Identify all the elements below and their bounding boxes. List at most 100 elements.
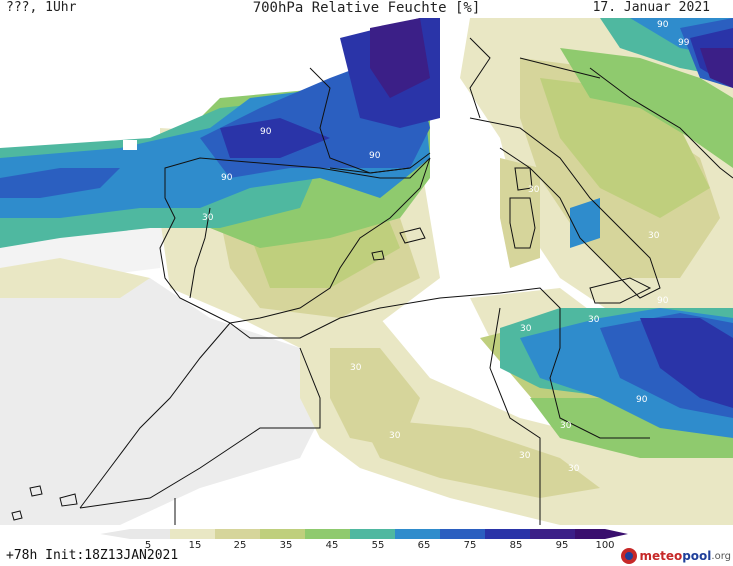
map-header: ???, 1Uhr 700hPa Relative Feuchte [%] 17… (0, 0, 733, 18)
contour-label: 30 (123, 140, 137, 151)
blue-tyrrhenian (570, 198, 600, 248)
scale-swatch (575, 529, 605, 539)
svg-text:30: 30 (528, 185, 540, 195)
svg-text:90: 90 (636, 395, 648, 405)
svg-text:99: 99 (678, 38, 690, 48)
purple-hungary (700, 48, 733, 88)
scale-label: 5 (144, 540, 152, 551)
purple-biscay (370, 18, 430, 98)
border-alps (469, 37, 491, 119)
border-morocco-algeria (79, 347, 321, 509)
contour-labels: 30 90 30 90 30 90 30 90 30 90 99 30 30 3… (123, 20, 690, 474)
contour-label: 30 (520, 324, 532, 334)
scale-swatch (305, 529, 350, 539)
scale-arrow-right (605, 529, 628, 539)
contour-label: 30 (389, 431, 401, 441)
mallorca (399, 227, 426, 244)
meteopool-logo[interactable]: meteo pool .org (621, 547, 731, 565)
scale-label: 35 (279, 540, 293, 551)
contour-label: 90 (221, 173, 233, 183)
contour-label: 30 (202, 213, 214, 223)
contour-label: 30 (519, 451, 531, 461)
contour-label: 90 (369, 151, 381, 161)
svg-text:90: 90 (260, 127, 272, 137)
contour-label: 90 (636, 395, 648, 405)
scale-label: 95 (555, 540, 569, 551)
contour-label: 30 (251, 87, 263, 97)
svg-text:30: 30 (389, 431, 401, 441)
brand-name: meteo (639, 549, 683, 563)
olive-sardinia (500, 158, 540, 268)
scale-swatch (260, 529, 305, 539)
map-title: 700hPa Relative Feuchte [%] (252, 0, 481, 16)
scale-swatch (130, 529, 170, 539)
svg-text:30: 30 (648, 231, 660, 241)
svg-text:90: 90 (221, 173, 233, 183)
contour-label: 30 (568, 464, 580, 474)
svg-text:90: 90 (657, 296, 669, 306)
corsica (514, 167, 533, 191)
border-algeria-tunisia (489, 307, 541, 525)
sicily (589, 277, 652, 304)
humidity-map[interactable]: 30 90 30 90 30 90 30 90 30 90 99 30 30 3… (0, 18, 733, 525)
run-label: ???, 1Uhr (6, 0, 77, 15)
contour-label: 30 (588, 315, 600, 325)
border-alps-east (519, 57, 601, 79)
svg-text:90: 90 (369, 151, 381, 161)
svg-text:30: 30 (202, 213, 214, 223)
scale-swatch (440, 529, 485, 539)
sardinia (509, 197, 536, 249)
contour-label: 30 (648, 231, 660, 241)
contour-label: 99 (678, 38, 690, 48)
scale-swatch (350, 529, 395, 539)
contour-label: 90 (657, 296, 669, 306)
scale-label: 25 (233, 540, 247, 551)
scale-swatch (485, 529, 530, 539)
brand-domain: .org (711, 550, 731, 562)
border-portugal (189, 207, 211, 299)
beige-atlantic-south (0, 258, 150, 298)
coastlines (11, 37, 733, 525)
init-time: +78h Init:18Z13JAN2021 (6, 548, 179, 563)
scale-label: 15 (188, 540, 202, 551)
map-footer: 5 15 25 35 45 55 65 75 85 95 100 +78h In… (0, 525, 733, 566)
svg-text:30: 30 (588, 315, 600, 325)
contour-label: 30 (528, 185, 540, 195)
contour-label: 30 (498, 373, 510, 383)
scale-label: 100 (595, 540, 615, 551)
svg-text:30: 30 (519, 451, 531, 461)
north-africa-coast (229, 287, 650, 439)
svg-text:30: 30 (520, 324, 532, 334)
contour-label: 90 (657, 20, 669, 30)
scale-swatch (395, 529, 440, 539)
navy-cantabria (220, 118, 330, 158)
svg-text:90: 90 (657, 20, 669, 30)
iberia-coast (159, 157, 431, 324)
olive35-balkans (540, 78, 710, 218)
italy-coast (469, 117, 661, 299)
brand-name-2: pool (682, 549, 712, 563)
scale-label: 45 (325, 540, 339, 551)
scale-swatch (170, 529, 215, 539)
scale-label: 75 (463, 540, 477, 551)
map-canvas: 30 90 30 90 30 90 30 90 30 90 99 30 30 3… (0, 18, 733, 525)
svg-text:30: 30 (560, 421, 572, 431)
border-pyrenees (329, 167, 411, 174)
svg-text:30: 30 (498, 373, 510, 383)
beige-sahara (300, 318, 733, 525)
ibiza (371, 250, 385, 261)
contour-label: 90 (260, 127, 272, 137)
scale-swatch (530, 529, 575, 539)
scale-label: 85 (509, 540, 523, 551)
scale-swatch (215, 529, 260, 539)
valid-date: 17. Januar 2021 (592, 0, 710, 15)
contour-label: 30 (350, 363, 362, 373)
svg-text:30: 30 (123, 141, 135, 151)
meteopool-logo-icon (621, 548, 638, 564)
morocco-coast (79, 322, 231, 509)
scale-arrow-left (100, 529, 130, 539)
scale-label: 65 (417, 540, 431, 551)
scale-label: 55 (371, 540, 385, 551)
color-scale-bar (100, 529, 628, 539)
svg-text:30: 30 (251, 87, 263, 97)
